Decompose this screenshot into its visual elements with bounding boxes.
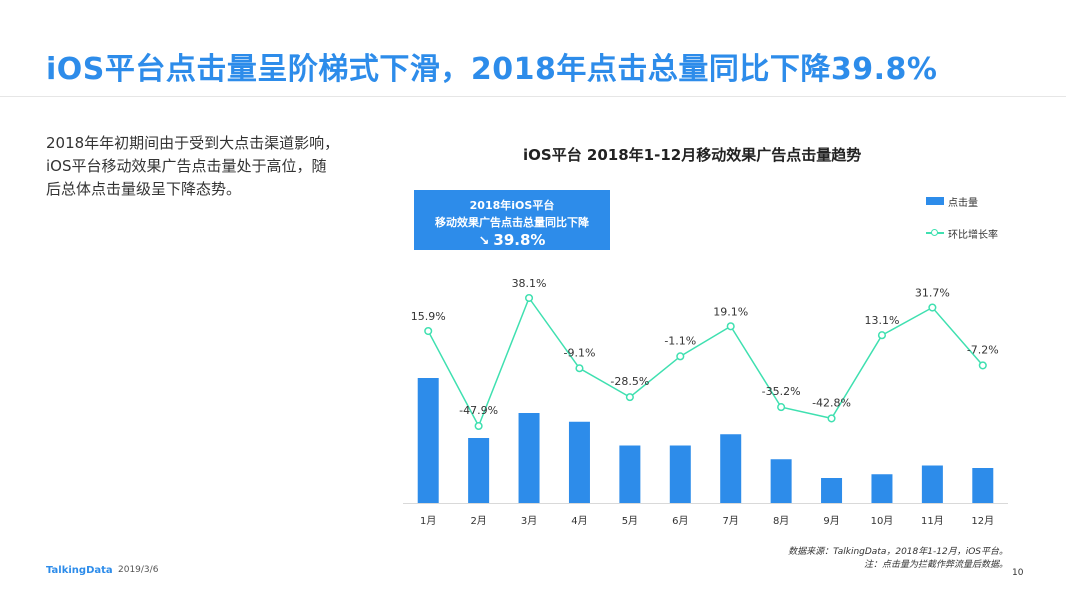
bar-2 [468,438,490,503]
legend-bar-swatch [926,197,944,205]
bar-4 [568,421,590,503]
brand-logo: TalkingData [46,565,113,576]
source-line: 数据来源：TalkingData，2018年1-12月，iOS平台。 [788,547,1008,557]
description-line: 后总体点击量级呈下降态势。 [46,180,242,198]
growth-point-3 [524,293,534,303]
data-source-note: 数据来源：TalkingData，2018年1-12月，iOS平台。 注：点击量… [788,546,1008,572]
page-number: 10 [1012,568,1024,578]
bar-5 [619,445,641,503]
growth-data-label: -9.1% [563,346,595,359]
bar-7 [720,434,742,503]
x-tick-label: 7月 [723,515,739,527]
x-tick-label: 1月 [420,515,436,527]
growth-point-6 [676,352,685,361]
growth-data-label: 13.1% [864,314,899,327]
legend-label-line: 环比增长率 [948,229,998,241]
growth-data-label: 19.1% [713,305,748,318]
x-tick-label: 10月 [871,515,894,527]
growth-data-label: -28.5% [610,375,649,388]
callout-value-row: ↘ 39.8% [414,231,610,249]
down-arrow-icon: ↘ [478,234,490,249]
legend-line-swatch [926,229,944,237]
growth-rate-line [427,296,984,428]
bar-8 [770,459,792,503]
chart-title: iOS平台 2018年1-12月移动效果广告点击量趋势 [523,146,862,164]
callout-line1: 2018年iOS平台 [469,199,555,212]
summary-callout: 2018年iOS平台 移动效果广告点击总量同比下降 ↘ 39.8% [414,190,610,250]
chart-legend: 点击量 环比增长率 [926,192,998,256]
growth-point-1 [424,326,433,336]
description-text: 2018年年初期间由于受到大点击渠道影响， iOS平台移动效果广告点击量处于高位… [46,132,376,201]
description-line: 2018年年初期间由于受到大点击渠道影响， [46,134,340,152]
bar-11 [921,465,943,503]
source-note-line: 注：点击量为拦截作弊流量后数据。 [863,560,1008,570]
growth-point-11 [928,303,937,312]
growth-data-label: 15.9% [411,310,446,323]
growth-data-label: -42.8% [812,396,851,409]
x-tick-label: 8月 [773,515,789,527]
x-tick-label: 6月 [672,515,688,527]
legend-item-bar: 点击量 [926,192,998,210]
legend-item-line: 环比增长率 [926,224,998,242]
growth-point-2 [474,421,483,431]
growth-data-label: 31.7% [915,287,950,300]
growth-point-10 [877,331,887,340]
growth-point-8 [777,403,786,412]
page-title: iOS平台点击量呈阶梯式下滑，2018年点击总量同比下降39.8% [46,52,938,87]
bar-12 [972,468,994,503]
x-tick-label: 2月 [470,515,486,527]
growth-point-5 [625,393,634,402]
title-divider [0,96,1066,97]
growth-point-7 [726,322,735,331]
growth-point-12 [978,361,987,370]
growth-point-9 [827,414,836,423]
x-tick-label: 5月 [622,515,638,527]
bar-1 [417,378,439,503]
x-tick-label: 11月 [921,515,944,527]
callout-line2: 移动效果广告点击总量同比下降 [435,216,589,229]
growth-data-label: 38.1% [512,277,547,290]
growth-data-label: -35.2% [762,385,801,398]
growth-point-4 [575,364,584,373]
footer-date: 2019/3/6 [118,565,159,575]
bar-10 [871,474,893,503]
bar-6 [669,445,691,503]
bar-9 [821,478,843,503]
x-tick-label: 12月 [971,515,994,527]
x-tick-label: 4月 [571,515,587,527]
growth-data-label: -7.2% [967,343,999,356]
x-tick-label: 3月 [521,515,537,527]
x-tick-label: 9月 [823,515,839,527]
bar-3 [518,413,540,503]
legend-label-bar: 点击量 [948,197,978,209]
description-line: iOS平台移动效果广告点击量处于高位，随 [46,157,327,175]
callout-value: 39.8% [493,231,546,249]
growth-data-label: -1.1% [664,334,696,347]
growth-data-label: -47.9% [459,404,498,417]
